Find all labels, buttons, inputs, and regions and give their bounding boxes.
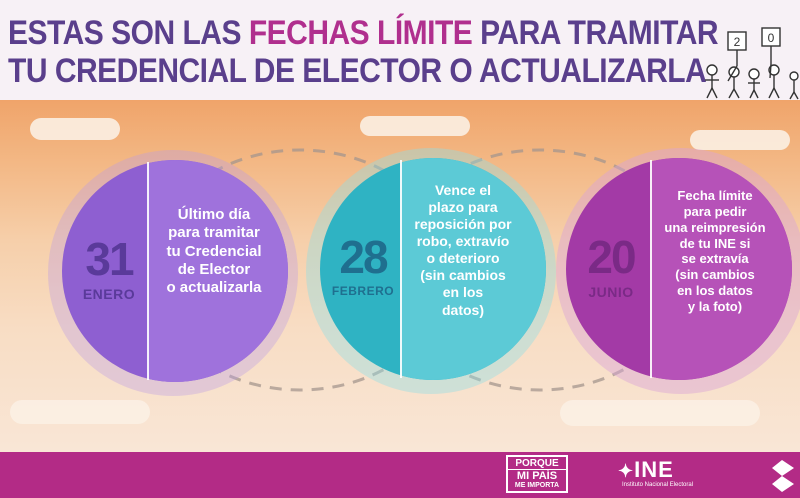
- header: ESTAS SON LAS FECHAS LÍMITE PARA TRAMITA…: [0, 0, 800, 100]
- circle-divider: [400, 160, 402, 378]
- deadline-circle-2: [320, 158, 546, 380]
- deadline-month: FEBRERO: [331, 284, 395, 298]
- cloud: [690, 130, 790, 150]
- title-text-pre: ESTAS SON LAS: [8, 14, 249, 52]
- cloud: [360, 116, 470, 136]
- deadline-month: JUNIO: [588, 284, 634, 300]
- deadline-description: Fecha límite para pedir una reimpresión …: [664, 188, 766, 315]
- children-with-signs-icon: 2 0: [705, 27, 799, 100]
- circle-divider: [650, 160, 652, 378]
- deadline-day: 31: [85, 233, 134, 285]
- ine-star-icon: ✦: [618, 461, 635, 481]
- deadline-month: ENERO: [82, 286, 136, 302]
- deadline-description: Vence el plazo para reposición por robo,…: [414, 182, 512, 318]
- deadline-circle-3: [566, 158, 792, 380]
- deadline-day: 20: [587, 231, 636, 283]
- deadline-circle-1: [62, 160, 288, 382]
- title-text-post: PARA TRAMITAR: [472, 14, 719, 52]
- title-line-2: TU CREDENCIAL DE ELECTOR O ACTUALIZARLA: [8, 52, 707, 90]
- ine-logo-text: INE: [634, 457, 674, 482]
- title-line-1: ESTAS SON LAS FECHAS LÍMITE PARA TRAMITA…: [8, 14, 719, 53]
- campaign-line-2: MI PAÍS: [516, 470, 558, 482]
- deadline-day: 28: [339, 231, 388, 283]
- campaign-logo: PORQUE MI PAÍS ME IMPORTA: [506, 455, 568, 493]
- cloud: [560, 400, 760, 426]
- sign-left: 2: [734, 35, 741, 49]
- deadline-description: Último día para tramitar tu Credencial d…: [166, 206, 262, 297]
- ine-subtitle: Instituto Nacional Electoral: [622, 482, 694, 488]
- institutional-logo-icon: [772, 460, 794, 492]
- campaign-line-3: ME IMPORTA: [514, 482, 560, 489]
- circle-divider: [147, 162, 149, 380]
- cloud: [10, 400, 150, 424]
- ine-logo: ✦INE: [618, 457, 674, 483]
- sign-right: 0: [768, 31, 775, 45]
- cloud: [30, 118, 120, 140]
- campaign-line-1: PORQUE: [508, 459, 566, 470]
- title-highlight: FECHAS LÍMITE: [248, 14, 473, 52]
- footer-bar: [0, 452, 800, 498]
